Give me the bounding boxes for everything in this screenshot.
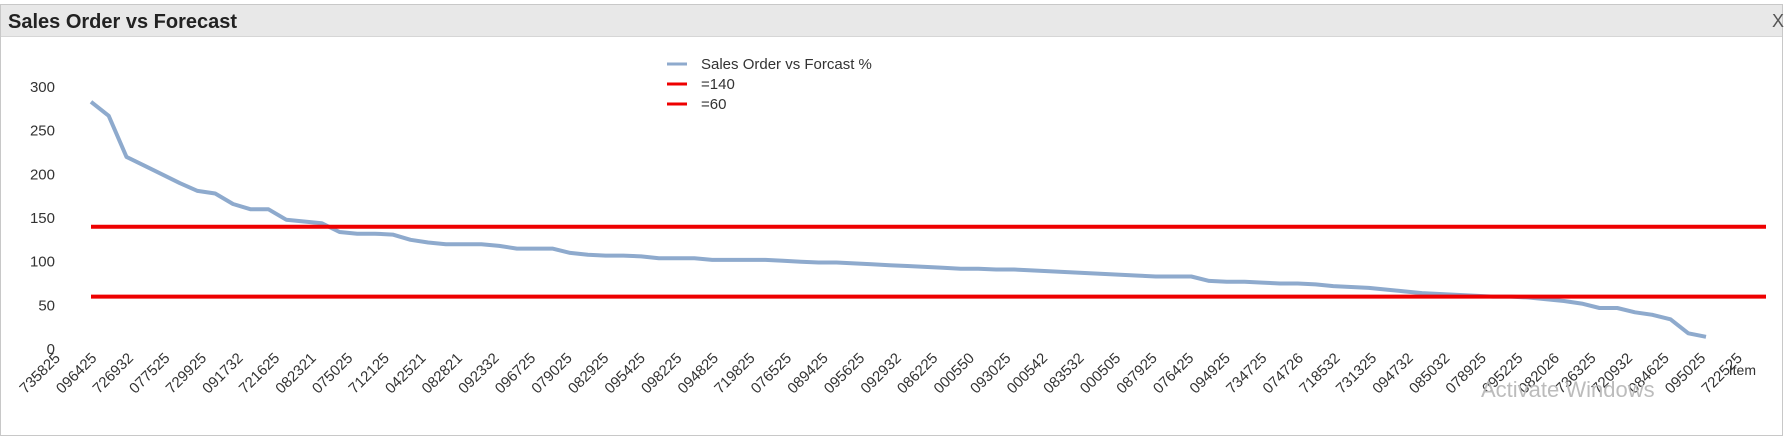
- y-tick-label: 50: [38, 297, 55, 314]
- legend-label: =140: [701, 76, 735, 93]
- y-axis: 0 50 100 150 200 250 300: [30, 79, 55, 358]
- y-tick-label: 200: [30, 166, 55, 183]
- legend: Sales Order vs Forcast % =140 =60: [667, 56, 872, 113]
- close-icon[interactable]: X: [1771, 11, 1784, 31]
- legend-label: =60: [701, 96, 726, 113]
- y-tick-label: 150: [30, 210, 55, 227]
- series-line-sales-order-vs-forcast: [89, 100, 1707, 339]
- y-tick-label: 300: [30, 79, 55, 96]
- chart-window: Sales Order vs Forecast X 0 50 100 150 200 25…: [0, 4, 1784, 436]
- watermark: Activate Windows: [1481, 377, 1655, 402]
- plot-area: [89, 100, 1766, 339]
- title-bar: Sales Order vs Forecast X: [1, 5, 1784, 37]
- legend-label: Sales Order vs Forcast %: [701, 56, 872, 73]
- window-title: Sales Order vs Forecast: [8, 11, 238, 33]
- y-tick-label: 0: [47, 341, 55, 358]
- x-axis-label: Item: [1729, 362, 1756, 378]
- y-tick-label: 100: [30, 254, 55, 271]
- y-tick-label: 250: [30, 123, 55, 140]
